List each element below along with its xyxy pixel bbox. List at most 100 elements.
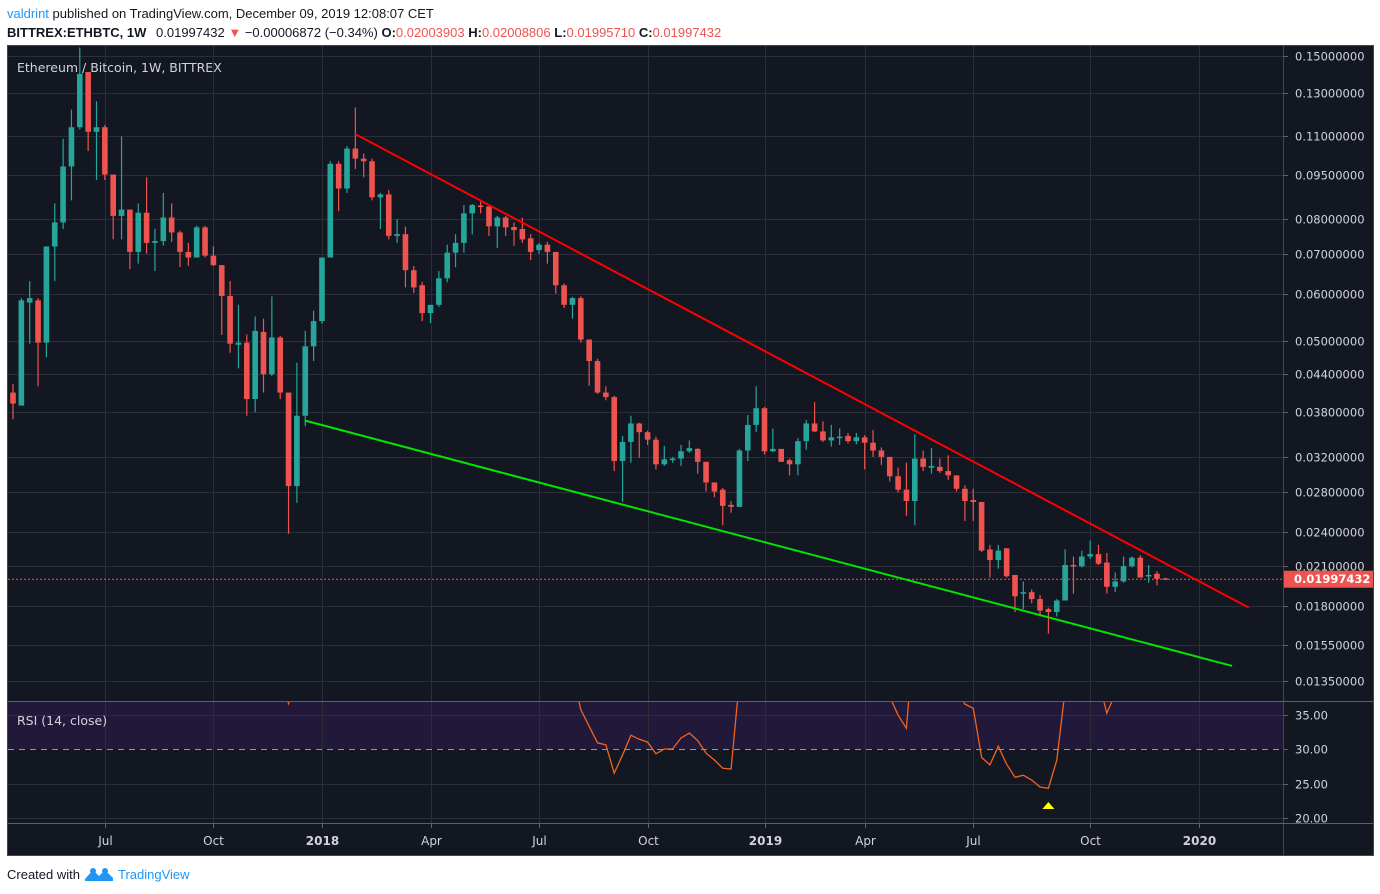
candle-body — [85, 72, 91, 132]
candle-down — [168, 203, 175, 242]
candle-body — [669, 458, 676, 461]
candle-body — [987, 549, 993, 561]
rsi-tick-label: 35.00 — [1295, 709, 1328, 723]
candle-up — [461, 204, 467, 253]
candle-body — [360, 158, 367, 162]
candle-body — [294, 415, 300, 487]
rsi-line — [287, 702, 290, 706]
price-tick-label: 0.03800000 — [1295, 406, 1365, 420]
rsi-pane — [287, 702, 1113, 809]
candle-body — [452, 242, 459, 253]
candle-body — [970, 500, 977, 502]
candle-body — [210, 255, 217, 266]
candle-body — [227, 295, 233, 344]
time-tick-label: 2018 — [306, 834, 339, 848]
candle-up — [536, 242, 542, 254]
trendlines[interactable] — [304, 133, 1250, 667]
candle-body — [127, 209, 133, 252]
open-label: O: — [381, 25, 396, 40]
candle-down — [202, 225, 208, 258]
candle-body — [711, 482, 718, 492]
candle-body — [252, 330, 258, 399]
candle-down — [962, 485, 968, 521]
candle-body — [644, 432, 651, 440]
candle-body — [51, 222, 58, 247]
publish-info: valdrint published on TradingView.com, D… — [7, 6, 434, 21]
candle-body — [903, 489, 910, 501]
candle-down — [903, 462, 910, 516]
candle-down — [953, 475, 960, 492]
candle-body — [344, 148, 350, 189]
last-price-label: 0.01997432 — [1294, 572, 1370, 586]
candle-down — [552, 251, 559, 294]
candle-up — [394, 219, 400, 243]
tradingview-logo-icon[interactable] — [84, 866, 114, 882]
candle-down — [586, 339, 592, 386]
time-tick-label: 2019 — [749, 834, 782, 848]
candle-up — [160, 192, 167, 246]
low-label: L: — [554, 25, 567, 40]
candle-body — [193, 227, 200, 258]
price-axis[interactable]: 0.15000000 0.13000000 0.11000000 0.09500000… — [1283, 50, 1365, 689]
candle-body — [486, 206, 492, 227]
candle-body — [937, 466, 943, 472]
candle-body — [77, 73, 83, 128]
tradingview-link[interactable]: TradingView — [117, 866, 190, 882]
candle-down — [352, 107, 359, 170]
low-value: 0.01995710 — [566, 25, 636, 40]
candle-up — [745, 415, 751, 461]
candle-body — [260, 331, 267, 375]
price-tick-label: 0.02100000 — [1295, 560, 1365, 574]
candle-up — [912, 434, 918, 526]
candle-body — [319, 257, 325, 322]
candle-body — [335, 163, 342, 189]
candle-down — [1012, 575, 1018, 613]
candle-body — [678, 451, 684, 459]
candle-body — [519, 229, 526, 240]
candle-body — [502, 217, 509, 228]
candle-down — [970, 488, 977, 521]
candle-body — [895, 476, 901, 490]
candle-up — [60, 138, 66, 230]
candle-body — [369, 161, 375, 198]
candle-body — [143, 212, 150, 243]
candle-up — [327, 161, 334, 258]
candle-body — [436, 278, 442, 305]
candle-body — [444, 252, 450, 279]
candle-body — [419, 285, 425, 314]
candle-up — [135, 203, 142, 264]
rsi-line — [578, 702, 739, 775]
symbol-label: BITTREX:ETHBTC, 1W — [7, 25, 147, 40]
candle-down — [937, 458, 943, 473]
support-trendline[interactable] — [304, 419, 1233, 667]
candle-body — [945, 471, 951, 476]
candle-down — [578, 296, 584, 343]
candle-body — [469, 204, 476, 214]
candle-up — [18, 298, 25, 406]
candle-up — [452, 234, 459, 268]
candle-body — [93, 127, 100, 132]
candle-body — [569, 298, 576, 305]
candle-body — [661, 459, 668, 465]
author-link[interactable]: valdrint — [7, 6, 49, 21]
candle-body — [736, 450, 743, 507]
candle-body — [43, 246, 50, 343]
candle-body — [235, 342, 242, 345]
resistance-trendline[interactable] — [354, 133, 1250, 609]
rsi-title: RSI (14, close) — [17, 713, 107, 728]
rsi-axis[interactable]: 35.00 30.00 25.00 20.00 — [1283, 709, 1328, 826]
created-with-text: Created with — [7, 866, 80, 882]
candle-body — [1129, 557, 1135, 567]
candle-up — [436, 271, 442, 308]
candle-down — [210, 246, 217, 266]
candle-body — [60, 166, 66, 223]
time-axis[interactable]: Jul Oct 2018 Apr Jul Oct 2019 Apr Jul Oct 2020 — [97, 823, 1216, 848]
candle-body — [118, 209, 125, 216]
candle-up — [43, 246, 50, 358]
candle-body — [978, 501, 985, 551]
candle-up — [753, 386, 759, 433]
candle-down — [786, 458, 793, 476]
candle-body — [920, 458, 926, 467]
candle-up — [1129, 556, 1135, 568]
